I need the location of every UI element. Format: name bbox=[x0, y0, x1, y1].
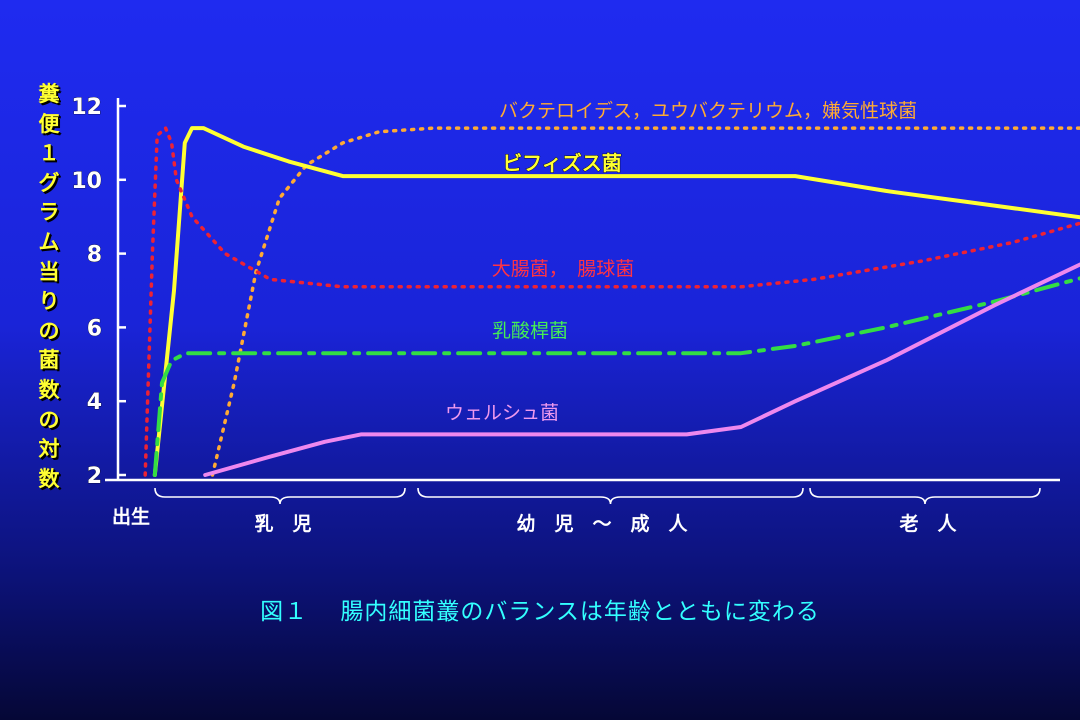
chart-axes: 2 4 6 8 10 12 出生 bbox=[71, 95, 1060, 528]
series-label: ウェルシュ菌 bbox=[445, 402, 559, 424]
y-axis-label-char: ム bbox=[38, 229, 60, 254]
y-tick-label: 6 bbox=[87, 316, 102, 341]
y-tick-label: 8 bbox=[87, 243, 102, 268]
y-axis-label-char: グ bbox=[38, 170, 60, 195]
bacteroides-line bbox=[210, 126, 1080, 477]
y-axis-label-char: ラ bbox=[38, 200, 60, 225]
bifidobacteria-line bbox=[152, 126, 1080, 477]
x-start-label: 出生 bbox=[112, 505, 150, 528]
y-axis-label-char: 対 bbox=[38, 437, 60, 462]
period-brace bbox=[417, 487, 804, 505]
y-axis-label-char: 糞 bbox=[38, 82, 60, 106]
y-axis-label-char: 数 bbox=[38, 466, 60, 491]
series-label: ビフィズス菌 bbox=[502, 151, 622, 175]
y-axis-label-char: 当 bbox=[38, 259, 60, 284]
period-label: 乳 児 bbox=[254, 512, 311, 535]
y-axis-label-char: の bbox=[38, 407, 60, 432]
y-tick-label: 10 bbox=[71, 169, 102, 194]
y-axis-label-char: の bbox=[38, 318, 60, 343]
y-axis-label-char: 数 bbox=[38, 377, 60, 402]
y-axis-label-char: １ bbox=[38, 141, 60, 166]
series-label: 大腸菌， 腸球菌 bbox=[492, 258, 635, 280]
welchii-line bbox=[203, 262, 1080, 477]
period-brace bbox=[154, 487, 406, 505]
y-tick-label: 12 bbox=[71, 95, 102, 120]
figure-caption: 図１ 腸内細菌叢のバランスは年齢とともに変わる bbox=[260, 599, 820, 625]
period-label: 老 人 bbox=[899, 512, 957, 535]
lactobacillus-line bbox=[152, 276, 1080, 477]
y-axis-label-char: 便 bbox=[38, 111, 60, 136]
period-brace bbox=[809, 487, 1041, 505]
series-label: 乳酸桿菌 bbox=[492, 320, 568, 342]
y-tick-label: 4 bbox=[87, 390, 102, 415]
y-tick-label: 2 bbox=[87, 464, 102, 489]
series-label: バクテロイデス，ユウバクテリウム，嫌気性球菌 bbox=[499, 100, 917, 122]
y-axis-label-char: り bbox=[38, 289, 60, 314]
period-braces: 乳 児 幼 児 ～ 成 人 老 人 bbox=[154, 487, 1041, 535]
ecoli-enterococcus-line bbox=[143, 126, 1080, 477]
series-lines bbox=[143, 126, 1080, 477]
period-label: 幼 児 ～ 成 人 bbox=[516, 512, 688, 535]
y-axis-label-char: 菌 bbox=[38, 348, 60, 373]
